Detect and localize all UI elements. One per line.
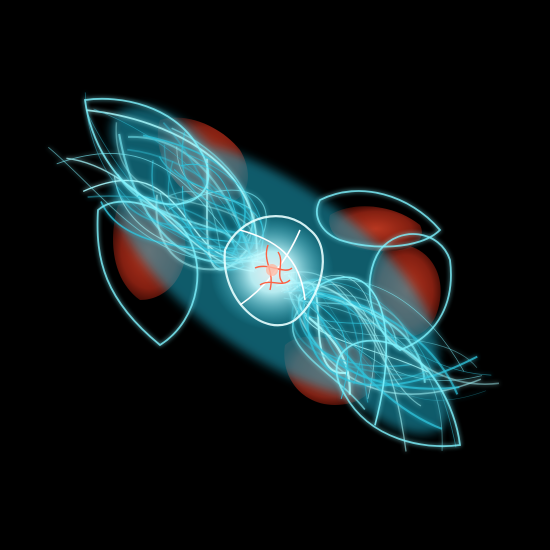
wing-outline — [96, 200, 199, 347]
wing-outline — [83, 97, 210, 206]
wing-outline — [368, 233, 452, 352]
core-veins — [254, 244, 293, 291]
wing-outline — [335, 339, 462, 448]
wing-outline — [316, 190, 442, 248]
